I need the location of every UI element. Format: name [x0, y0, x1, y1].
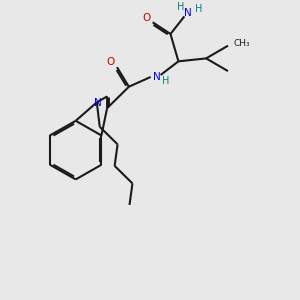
Text: O: O [142, 13, 151, 23]
Text: H: H [177, 2, 184, 12]
Text: H: H [162, 76, 170, 86]
Text: CH₃: CH₃ [234, 39, 250, 48]
Text: N: N [153, 72, 160, 82]
Text: N: N [184, 8, 192, 19]
Text: O: O [106, 57, 114, 67]
Text: N: N [94, 98, 102, 108]
Text: H: H [194, 4, 202, 14]
